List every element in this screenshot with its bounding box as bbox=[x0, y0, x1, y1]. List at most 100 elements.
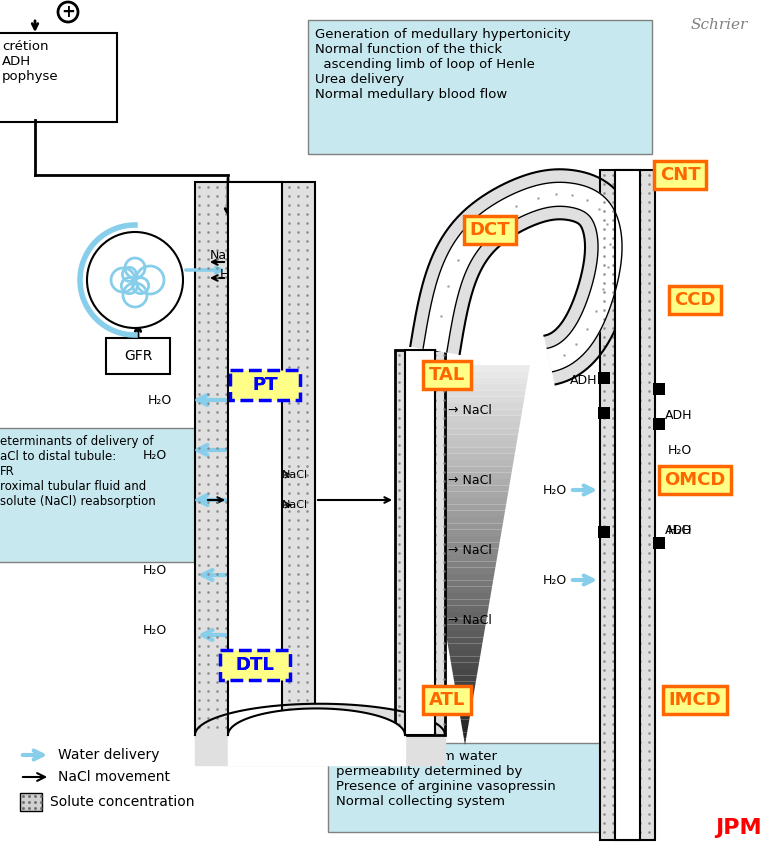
Polygon shape bbox=[419, 473, 512, 479]
Text: JPM: JPM bbox=[716, 818, 762, 838]
Bar bbox=[395, 350, 445, 735]
Polygon shape bbox=[410, 169, 635, 384]
Polygon shape bbox=[451, 663, 479, 669]
Polygon shape bbox=[438, 586, 492, 593]
Text: PT: PT bbox=[252, 376, 278, 394]
Text: → NaCl: → NaCl bbox=[448, 543, 492, 557]
Text: → NaCl: → NaCl bbox=[448, 473, 492, 486]
Polygon shape bbox=[423, 182, 622, 371]
Bar bbox=[598, 526, 610, 538]
Text: crétion
ADH
pophyse: crétion ADH pophyse bbox=[2, 40, 58, 83]
Polygon shape bbox=[425, 511, 505, 517]
Text: H₂O: H₂O bbox=[220, 269, 244, 281]
Text: IMCD: IMCD bbox=[668, 691, 721, 709]
Polygon shape bbox=[435, 568, 496, 574]
Text: H₂O: H₂O bbox=[148, 394, 172, 406]
Polygon shape bbox=[401, 371, 529, 377]
Polygon shape bbox=[422, 491, 508, 498]
Bar bbox=[598, 407, 610, 419]
Polygon shape bbox=[430, 542, 499, 548]
Polygon shape bbox=[461, 720, 469, 726]
Polygon shape bbox=[464, 739, 466, 745]
Polygon shape bbox=[427, 524, 503, 530]
Text: DTL: DTL bbox=[236, 656, 275, 674]
Text: GFR: GFR bbox=[124, 349, 152, 363]
Text: NaCl: NaCl bbox=[282, 500, 308, 510]
Polygon shape bbox=[432, 548, 499, 555]
Polygon shape bbox=[452, 669, 478, 676]
Circle shape bbox=[87, 232, 183, 328]
Polygon shape bbox=[410, 422, 520, 428]
Text: eterminants of delivery of
aCl to distal tubule:
FR
roximal tubular fluid and
so: eterminants of delivery of aCl to distal… bbox=[0, 435, 156, 508]
Polygon shape bbox=[447, 643, 482, 650]
Bar bbox=[195, 182, 315, 735]
Text: PT: PT bbox=[252, 376, 278, 394]
Polygon shape bbox=[453, 676, 477, 682]
Bar bbox=[600, 170, 655, 840]
Polygon shape bbox=[400, 365, 530, 371]
Polygon shape bbox=[457, 700, 472, 707]
Polygon shape bbox=[417, 467, 513, 473]
Polygon shape bbox=[424, 504, 506, 511]
Bar bbox=[405, 350, 435, 735]
Polygon shape bbox=[422, 498, 507, 504]
Polygon shape bbox=[455, 688, 475, 694]
Polygon shape bbox=[429, 536, 501, 542]
Polygon shape bbox=[450, 656, 480, 663]
Text: NaCl: NaCl bbox=[210, 248, 240, 262]
Text: NaCl: NaCl bbox=[282, 470, 308, 480]
Text: → NaCl: → NaCl bbox=[448, 614, 492, 626]
Text: CNT: CNT bbox=[660, 166, 700, 184]
Text: Solute concentration: Solute concentration bbox=[50, 795, 194, 809]
Bar bbox=[20, 793, 42, 811]
Text: ATL: ATL bbox=[429, 691, 465, 709]
Polygon shape bbox=[457, 694, 474, 700]
Text: Schrier: Schrier bbox=[691, 18, 748, 32]
Bar bbox=[598, 372, 610, 384]
Bar bbox=[653, 418, 665, 430]
Text: ADH: ADH bbox=[570, 373, 598, 387]
Polygon shape bbox=[426, 517, 504, 524]
FancyBboxPatch shape bbox=[328, 743, 612, 832]
Polygon shape bbox=[405, 397, 524, 403]
Bar bbox=[653, 537, 665, 549]
Text: NaCl movement: NaCl movement bbox=[58, 770, 170, 784]
Polygon shape bbox=[439, 593, 491, 599]
Polygon shape bbox=[408, 416, 521, 422]
Text: H₂O: H₂O bbox=[143, 624, 167, 637]
FancyBboxPatch shape bbox=[220, 650, 290, 680]
Text: H₂O: H₂O bbox=[668, 444, 692, 456]
Polygon shape bbox=[441, 606, 489, 612]
Polygon shape bbox=[449, 650, 482, 656]
Bar bbox=[653, 383, 665, 395]
Text: Collecting system water
permeability determined by
Presence of arginine vasopres: Collecting system water permeability det… bbox=[336, 750, 555, 808]
Polygon shape bbox=[462, 726, 468, 733]
FancyBboxPatch shape bbox=[230, 370, 300, 400]
Text: +: + bbox=[61, 3, 75, 21]
Polygon shape bbox=[433, 555, 497, 561]
Polygon shape bbox=[446, 631, 485, 638]
Text: H₂O: H₂O bbox=[543, 574, 567, 586]
Polygon shape bbox=[403, 384, 527, 390]
Bar bbox=[228, 182, 282, 735]
Text: H₂O: H₂O bbox=[143, 449, 167, 462]
FancyBboxPatch shape bbox=[106, 338, 170, 374]
Text: H₂O: H₂O bbox=[668, 524, 692, 536]
Polygon shape bbox=[412, 434, 518, 441]
Polygon shape bbox=[408, 410, 522, 416]
Polygon shape bbox=[411, 428, 519, 434]
Text: ADH: ADH bbox=[665, 524, 692, 536]
Polygon shape bbox=[444, 625, 485, 631]
Polygon shape bbox=[442, 612, 488, 618]
FancyBboxPatch shape bbox=[0, 428, 207, 562]
Text: DTL: DTL bbox=[236, 656, 275, 674]
Polygon shape bbox=[415, 454, 515, 460]
Text: H₂O: H₂O bbox=[143, 564, 167, 576]
FancyBboxPatch shape bbox=[308, 20, 652, 154]
Polygon shape bbox=[421, 485, 510, 491]
Polygon shape bbox=[440, 599, 490, 606]
Polygon shape bbox=[406, 403, 524, 410]
Polygon shape bbox=[458, 707, 471, 713]
Bar bbox=[615, 170, 640, 840]
Text: DCT: DCT bbox=[470, 221, 510, 239]
